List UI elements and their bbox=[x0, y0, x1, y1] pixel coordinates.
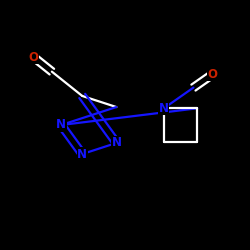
Text: N: N bbox=[56, 118, 66, 132]
Text: O: O bbox=[208, 68, 218, 81]
Text: N: N bbox=[77, 148, 87, 160]
Text: N: N bbox=[112, 136, 122, 149]
Text: O: O bbox=[29, 50, 39, 64]
Text: N: N bbox=[159, 102, 169, 115]
